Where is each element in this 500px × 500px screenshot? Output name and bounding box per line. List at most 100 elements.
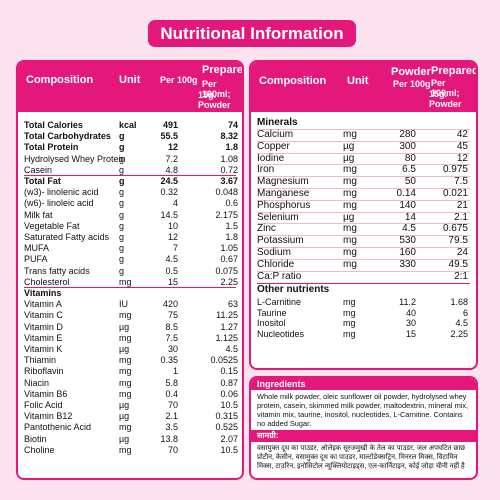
row-unit: g	[119, 198, 125, 209]
table-row: Manganese mg 0.14 0.021	[251, 189, 476, 199]
table-row: Saturated Fatty acids g 12 1.8	[18, 232, 242, 242]
row-per100g: 12	[167, 232, 178, 242]
row-name: Vitamins	[24, 288, 62, 298]
row-unit: mg	[343, 129, 357, 140]
row-name: Potassium	[257, 235, 304, 247]
row-powder: 4.5	[402, 223, 416, 235]
row-separator	[257, 188, 470, 189]
row-per100g: 24.5	[160, 176, 178, 186]
row-prepared: 2:1	[454, 270, 468, 282]
table-row: Pantothenic Acid mg 3.5 0.525	[18, 422, 242, 432]
row-powder: 6.5	[402, 164, 416, 176]
row-unit: µg	[119, 321, 130, 332]
row-unit: g	[119, 254, 125, 265]
row-name: L-Carnitine	[257, 297, 302, 308]
row-per100g: 15	[167, 276, 178, 287]
table-row: Iron mg 6.5 0.975	[251, 165, 476, 175]
row-name: Trans fatty acids	[24, 265, 90, 276]
row-name: Vitamin K	[24, 344, 63, 354]
row-name: Selenium	[257, 211, 299, 223]
row-name: Magnesium	[257, 176, 309, 188]
row-per100g: 30	[167, 344, 178, 354]
table-row: Vitamin B6 mg 0.4 0.06	[18, 389, 242, 399]
row-unit: mg	[343, 318, 356, 329]
row-name: Zinc	[257, 223, 276, 235]
row-prepared: 49.5	[448, 258, 468, 270]
header-prepared-powder-right: 15g. Powder	[429, 89, 462, 109]
row-prepared: 0.525	[215, 422, 238, 433]
row-name: Nucleotides	[257, 328, 305, 339]
row-name: Total Carbohydrates	[24, 131, 111, 142]
header-unit: Unit	[119, 74, 141, 86]
table-row: Casein g 4.8 0.72	[18, 165, 242, 175]
row-name: Copper	[257, 140, 290, 152]
table-row: Milk fat g 14.5 2.175	[18, 210, 242, 220]
row-name: Choline	[24, 444, 55, 455]
table-row: Cholesterol mg 15 2.25	[18, 277, 242, 287]
row-powder: 0.14	[396, 188, 416, 199]
row-prepared: 12	[456, 152, 468, 164]
table-row: Trans fatty acids g 0.5 0.075	[18, 266, 242, 276]
row-prepared: 42	[456, 129, 468, 140]
row-unit: g	[119, 243, 125, 254]
row-per100g: 4.8	[165, 164, 178, 175]
row-prepared: 3.67	[220, 176, 238, 186]
row-unit: mg	[119, 388, 132, 399]
row-unit: mg	[119, 276, 132, 287]
row-separator	[257, 235, 470, 237]
row-prepared: 1.5	[225, 220, 238, 231]
row-name: Ca:P ratio	[257, 270, 302, 282]
table-row: Total Fat g 24.5 3.67	[18, 176, 242, 186]
other-title: Other nutrients	[257, 284, 330, 296]
table-row: Taurine mg 40 6	[251, 308, 476, 318]
row-unit: mg	[343, 223, 357, 235]
right-table-header: Composition Unit Powder Per 100g Prepare…	[251, 62, 476, 112]
table-row: Vitamin B12 µg 2.1 0.315	[18, 411, 242, 421]
row-per100g: 7.2	[165, 153, 178, 164]
header-prepared: Prepared	[202, 64, 243, 76]
row-prepared: 2.175	[215, 209, 238, 220]
row-name: (w6)- linoleic acid	[24, 198, 94, 209]
row-unit: mg	[343, 328, 356, 339]
row-name: Inositol	[257, 318, 286, 329]
row-prepared: 79.5	[448, 235, 468, 247]
row-unit: g	[119, 153, 125, 164]
row-separator	[257, 199, 470, 201]
row-per100g: 70	[167, 444, 178, 455]
table-row: Hydrolysed Whey Protein g 7.2 1.08	[18, 154, 242, 164]
header-powder: Powder	[391, 66, 431, 78]
row-prepared: 0.975	[442, 164, 468, 176]
table-row: Thiamin mg 0.35 0.0525	[18, 355, 242, 365]
row-name: Vegetable Fat	[24, 220, 80, 231]
row-unit: kcal	[119, 120, 137, 130]
row-per100g: 7	[172, 243, 178, 254]
header-powder-100g: Per 100g	[393, 79, 431, 89]
row-unit: mg	[119, 355, 132, 366]
row-separator	[257, 223, 470, 225]
table-row: Total Protein g 12 1.8	[18, 142, 242, 152]
row-name: Iron	[257, 164, 275, 176]
row-name: MUFA	[24, 243, 50, 254]
table-row: Phosphorus mg 140 21	[251, 200, 476, 211]
row-name: Sodium	[257, 247, 291, 258]
row-per100g: 14.5	[160, 209, 178, 220]
row-unit: µg	[119, 344, 130, 354]
row-prepared: 2.25	[220, 276, 238, 287]
row-name: Casein	[24, 164, 53, 175]
row-unit: g	[119, 187, 125, 198]
row-name: Pantothenic Acid	[24, 422, 92, 433]
row-powder: 280	[399, 129, 416, 140]
row-name: Folic Acid	[24, 400, 63, 410]
table-row: Vitamin K µg 30 4.5	[18, 344, 242, 354]
row-powder: 300	[399, 140, 416, 152]
row-prepared: 0.67	[220, 254, 238, 265]
row-prepared: 1.68	[450, 297, 468, 308]
row-prepared: 0.06	[220, 388, 238, 399]
table-row: Potassium mg 530 79.5	[251, 236, 476, 246]
row-separator	[257, 129, 470, 130]
row-per100g: 0.32	[160, 187, 178, 198]
table-row: Iodine µg 80 12	[251, 152, 476, 164]
row-name: Niacin	[24, 377, 50, 388]
row-prepared: 0.021	[442, 188, 468, 199]
row-unit: mg	[343, 258, 357, 270]
